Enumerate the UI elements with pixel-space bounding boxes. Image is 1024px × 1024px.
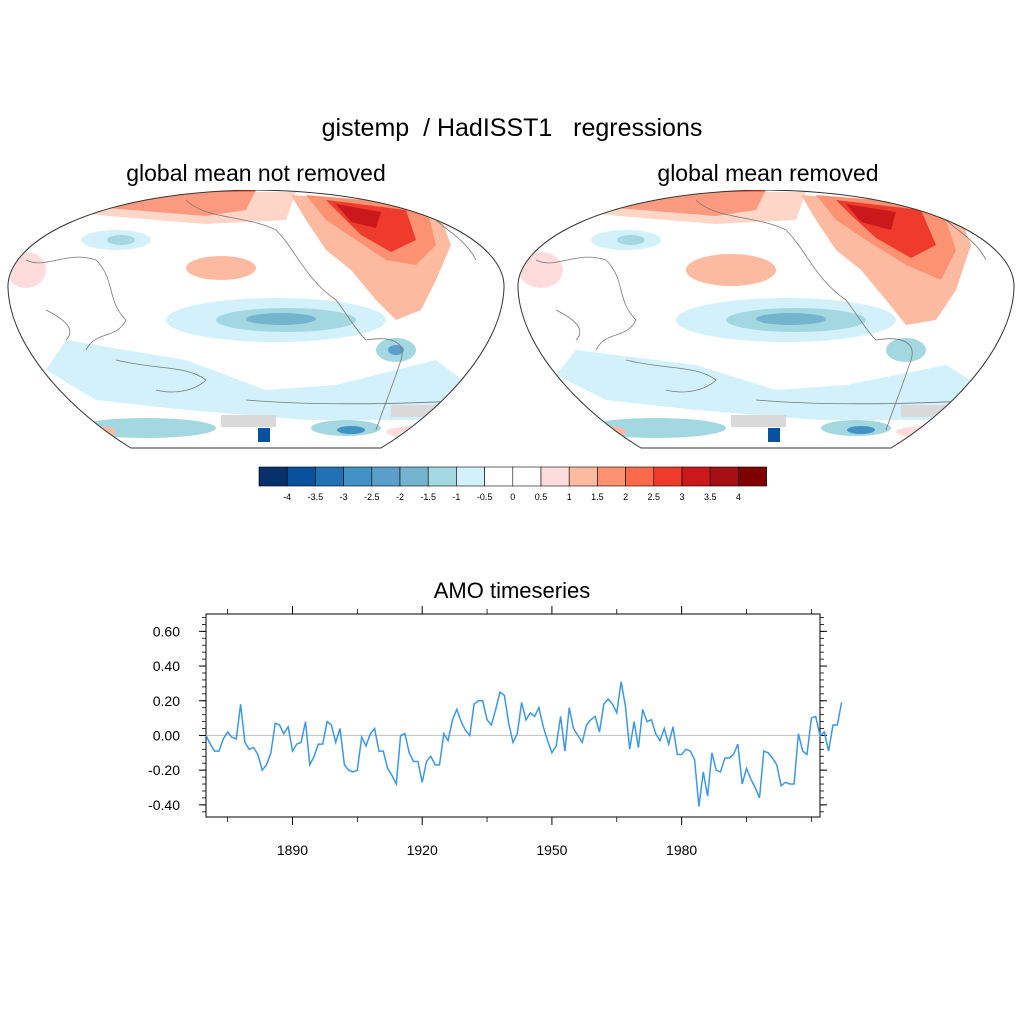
x-tick-label: 1890 (277, 842, 308, 858)
colorbar-box (286, 466, 316, 487)
missing-data-region (221, 415, 276, 427)
anomaly-region (617, 235, 645, 245)
colorbar-tick-label: 3 (679, 492, 684, 502)
anomaly-region (586, 418, 726, 438)
colorbar-box (681, 466, 711, 487)
colorbar-tick-label: 0 (510, 492, 515, 502)
colorbar-box (456, 466, 485, 487)
colorbar-tick-label: -2 (396, 492, 404, 502)
left-regression-map (7, 190, 505, 449)
map-border (7, 190, 505, 449)
coastlines (25, 199, 477, 431)
colorbar-box (343, 466, 373, 487)
colorbar-box (512, 466, 542, 487)
colorbar-tick-label: -1 (452, 492, 460, 502)
anomaly-region (847, 426, 875, 434)
amo-timeseries-chart: -0.40-0.200.000.200.400.60 1890 1920 1950 1… (148, 606, 843, 858)
x-tick-label: 1920 (407, 842, 438, 858)
missing-data-region (731, 415, 786, 427)
x-tick-label: 1950 (536, 842, 567, 858)
colorbar-box (653, 466, 683, 487)
colorbar-tick-label: 1 (567, 492, 572, 502)
colorbar-tick-label: 2.5 (648, 492, 661, 502)
colorbar-tick-label: -4 (283, 492, 291, 502)
colorbar-box (709, 466, 739, 487)
colorbar-box (597, 466, 626, 487)
colorbar-box (540, 466, 570, 487)
anomaly-region (846, 204, 896, 230)
colorbar-tick-label: -3.5 (308, 492, 324, 502)
x-tick-label: 1980 (666, 842, 697, 858)
figure-title: gistemp / HadISST1 regressions (321, 114, 703, 142)
colorbar-box (371, 466, 401, 487)
timeseries-title: AMO timeseries (433, 578, 591, 603)
colorbar-tick-label: 2 (623, 492, 628, 502)
anomaly-region (186, 256, 256, 280)
left-map-title: global mean not removed (126, 160, 386, 186)
y-axis: -0.40 -0.20 0.00 0.20 0.40 0.60 (148, 617, 827, 813)
anomaly-region (76, 426, 116, 438)
colorbar-tick-label: 0.5 (535, 492, 548, 502)
colorbar-tick-label: -2.5 (364, 492, 380, 502)
y-tick-label: 0.00 (153, 727, 180, 743)
colorbar-box (399, 466, 429, 487)
anomaly-region (768, 428, 780, 442)
anomaly-region (519, 252, 563, 288)
y-tick-label: -0.40 (148, 797, 180, 813)
anomaly-region (258, 428, 270, 442)
anomaly-region (337, 426, 365, 434)
map-border (517, 190, 1015, 449)
right-map-title: global mean removed (657, 160, 879, 186)
colorbar-labels: -4 -3.5 -3 -2.5 -2 -1.5 -1 -0.5 0 0.5 1 1.5 2 2.5 3 3.5… (283, 492, 741, 502)
plot-frame (205, 613, 821, 818)
colorbar-box (568, 466, 598, 487)
colorbar-tick-label: -1.5 (420, 492, 436, 502)
colorbar-tick-label: 3.5 (704, 492, 717, 502)
anomaly-region (896, 426, 956, 438)
colorbar-box (484, 466, 514, 487)
anomaly-region (46, 340, 476, 420)
colorbar-box (315, 466, 344, 487)
anomaly-region (556, 350, 986, 420)
amo-series-line (205, 681, 843, 807)
colorbar-box (258, 466, 288, 487)
colorbar-boxes (258, 466, 767, 487)
colorbar-tick-label: -0.5 (477, 492, 493, 502)
anomaly-region (586, 426, 626, 438)
anomaly-region (336, 204, 381, 228)
colorbar-box (738, 466, 767, 487)
anomaly-region (386, 426, 446, 438)
colorbar-box (625, 466, 655, 487)
colorbar-box (427, 466, 457, 487)
anomaly-region (107, 235, 135, 245)
anomaly-region (886, 338, 926, 362)
colorbar-tick-label: 4 (736, 492, 741, 502)
anomaly-region (686, 254, 776, 286)
anomaly-region (388, 345, 404, 355)
y-tick-label: 0.20 (153, 693, 180, 709)
colorbar-tick-label: -3 (340, 492, 348, 502)
anomaly-region (756, 313, 826, 325)
y-tick-label: 0.60 (153, 623, 180, 639)
y-tick-label: -0.20 (148, 762, 180, 778)
y-tick-label: 0.40 (153, 658, 180, 674)
colorbar: -4 -3.5 -3 -2.5 -2 -1.5 -1 -0.5 0 0.5 1 1.5 2 2.5 3 3.5… (258, 466, 767, 502)
x-axis: 1890 1920 1950 1980 (227, 606, 812, 858)
anomaly-region (76, 418, 216, 438)
colorbar-tick-label: 1.5 (591, 492, 604, 502)
anomaly-region (246, 313, 316, 325)
right-regression-map (517, 190, 1015, 449)
